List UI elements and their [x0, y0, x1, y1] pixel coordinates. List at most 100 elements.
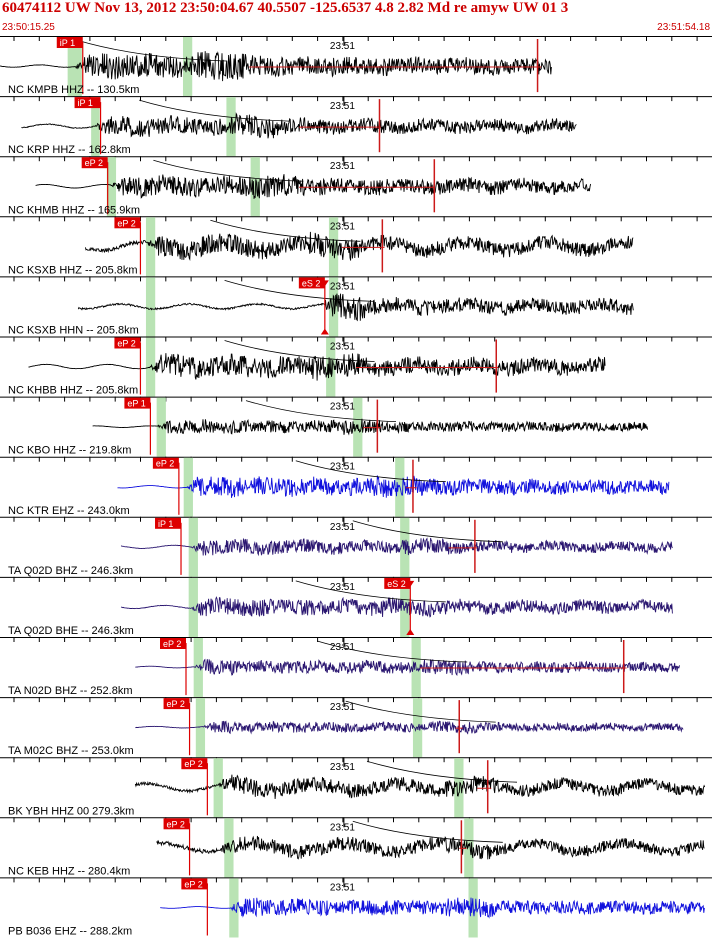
station-label: TA Q02D BHE -- 246.3km — [8, 625, 134, 637]
arrival-window — [464, 818, 474, 878]
pick-box — [384, 577, 411, 589]
waveform — [120, 537, 673, 557]
arrival-curve — [224, 340, 375, 362]
station-label: NC KSXB HHZ -- 205.8km — [8, 264, 138, 276]
minute-label: 23:51 — [330, 462, 355, 473]
station-label: TA N02D BHZ -- 252.8km — [8, 685, 133, 697]
arrival-curve — [76, 39, 227, 62]
station-label: NC KHMB HHZ -- 165.9km — [8, 204, 140, 216]
minute-label: 23:51 — [330, 41, 355, 52]
station-label: NC KTR EHZ -- 243.0km — [8, 505, 130, 517]
pick-box — [74, 97, 101, 109]
minute-label: 23:51 — [330, 762, 355, 773]
station-label: BK YBH HHZ 00 279.3km — [8, 805, 134, 817]
pick-box — [81, 157, 108, 169]
arrival-curve — [352, 520, 503, 543]
arrival-curve — [245, 400, 397, 422]
pick-label: eP 1 — [127, 399, 145, 409]
pick-label: eP 2 — [184, 879, 202, 889]
minute-label: 23:51 — [330, 342, 355, 353]
minute-label: 23:51 — [330, 822, 355, 833]
seismogram-panel: 23:51 iP 1 NC KMPB HHZ -- 130.5km 23:51 iP 1… — [0, 36, 712, 938]
pick-label: iP 1 — [60, 38, 75, 48]
waveform — [35, 174, 592, 199]
arrival-curve — [345, 700, 496, 723]
waveform — [77, 293, 634, 322]
trace-row: 23:51 iP 1 TA Q02D BHZ -- 246.3km — [0, 516, 712, 577]
window-end-time: 23:51:54.18 — [657, 22, 710, 33]
minute-label: 23:51 — [330, 702, 355, 713]
minute-label: 23:51 — [330, 882, 355, 893]
pick-box — [181, 878, 208, 890]
arrival-window — [454, 758, 464, 818]
pick-label: iP 1 — [158, 519, 173, 529]
waveform — [21, 112, 577, 139]
pick-box — [124, 397, 151, 409]
arrival-curve — [210, 219, 361, 242]
trace-row: 23:51 eP 2 NC KEB HHZ -- 280.4km — [0, 817, 712, 877]
minute-label: 23:51 — [330, 402, 355, 413]
station-label: NC KBO HHZ -- 219.8km — [8, 445, 131, 457]
trace-row: 23:51 eP 1 NC KBO HHZ -- 219.8km — [0, 396, 712, 457]
pick-label: eP 2 — [184, 759, 202, 769]
arrival-curve — [139, 99, 290, 122]
window-start-time: 23:50:15.25 — [2, 22, 55, 33]
minute-label: 23:51 — [330, 522, 355, 533]
pick-label: eP 2 — [117, 218, 135, 228]
minute-label: 23:51 — [330, 101, 355, 112]
minute-label: 23:51 — [330, 281, 355, 292]
waveform — [135, 720, 684, 735]
arrival-curve — [366, 760, 518, 783]
trace-row: 23:51 eP 2 TA M02C BHZ -- 253.0km — [0, 697, 712, 757]
arrival-curve — [295, 460, 446, 483]
trace-row: 23:51 eS 2 NC KSXB HHN -- 205.8km — [0, 276, 712, 337]
trace-row: 23:51 eP 2 BK YBH HHZ 00 279.3km — [0, 757, 712, 818]
station-label: TA M02C BHZ -- 253.0km — [8, 745, 134, 757]
minute-label: 23:51 — [330, 582, 355, 593]
pick-box — [114, 217, 141, 229]
pick-label: eP 2 — [85, 158, 103, 168]
waveform — [135, 658, 680, 677]
arrival-window — [145, 217, 156, 277]
station-label: NC KMPB HHZ -- 130.5km — [8, 84, 139, 96]
pick-box — [152, 457, 179, 469]
station-label: NC KRP HHZ -- 162.8km — [8, 144, 131, 156]
station-label: NC KSXB HHN -- 205.8km — [8, 325, 139, 337]
arrival-window — [145, 277, 156, 337]
pick-box — [155, 517, 182, 529]
waveform — [92, 418, 649, 436]
trace-row: 23:51 eP 2 PB B036 EHZ -- 288.2km — [0, 877, 712, 938]
pick-label: eP 2 — [117, 339, 135, 349]
pick-label: eS 2 — [302, 278, 321, 288]
trace-row: 23:51 eS 2 TA Q02D BHE -- 246.3km — [0, 576, 712, 637]
arrival-curve — [295, 580, 446, 603]
station-label: PB B036 EHZ -- 288.2km — [8, 926, 132, 938]
pick-label: eP 2 — [167, 819, 185, 829]
arrival-window — [224, 818, 234, 878]
arrival-window — [195, 698, 206, 758]
arrival-window — [106, 157, 117, 217]
pick-label: eP 2 — [163, 639, 181, 649]
pick-box — [181, 758, 208, 770]
pick-box — [298, 277, 325, 289]
pick-box — [160, 638, 186, 649]
minute-label: 23:51 — [330, 221, 355, 232]
trace-row: 23:51 eP 2 NC KSXB HHZ -- 205.8km — [0, 216, 712, 277]
pick-label: eS 2 — [387, 579, 406, 589]
arrival-window — [213, 758, 223, 818]
trace-row: 23:51 eP 2 NC KHBB HHZ -- 205.8km — [0, 336, 712, 397]
waveform — [160, 897, 705, 919]
pick-label: eP 2 — [167, 699, 185, 709]
pick-arrow-up — [320, 328, 329, 335]
waveform — [0, 51, 552, 82]
arrival-window — [328, 277, 339, 337]
pick-box — [56, 37, 83, 48]
pick-box — [163, 698, 190, 710]
waveform — [120, 596, 673, 618]
waveform — [134, 774, 706, 800]
event-header: 60474112 UW Nov 13, 2012 23:50:04.67 40.… — [0, 0, 712, 36]
arrival-curve — [153, 159, 304, 182]
pick-box — [163, 818, 190, 830]
arrival-curve — [352, 820, 503, 843]
